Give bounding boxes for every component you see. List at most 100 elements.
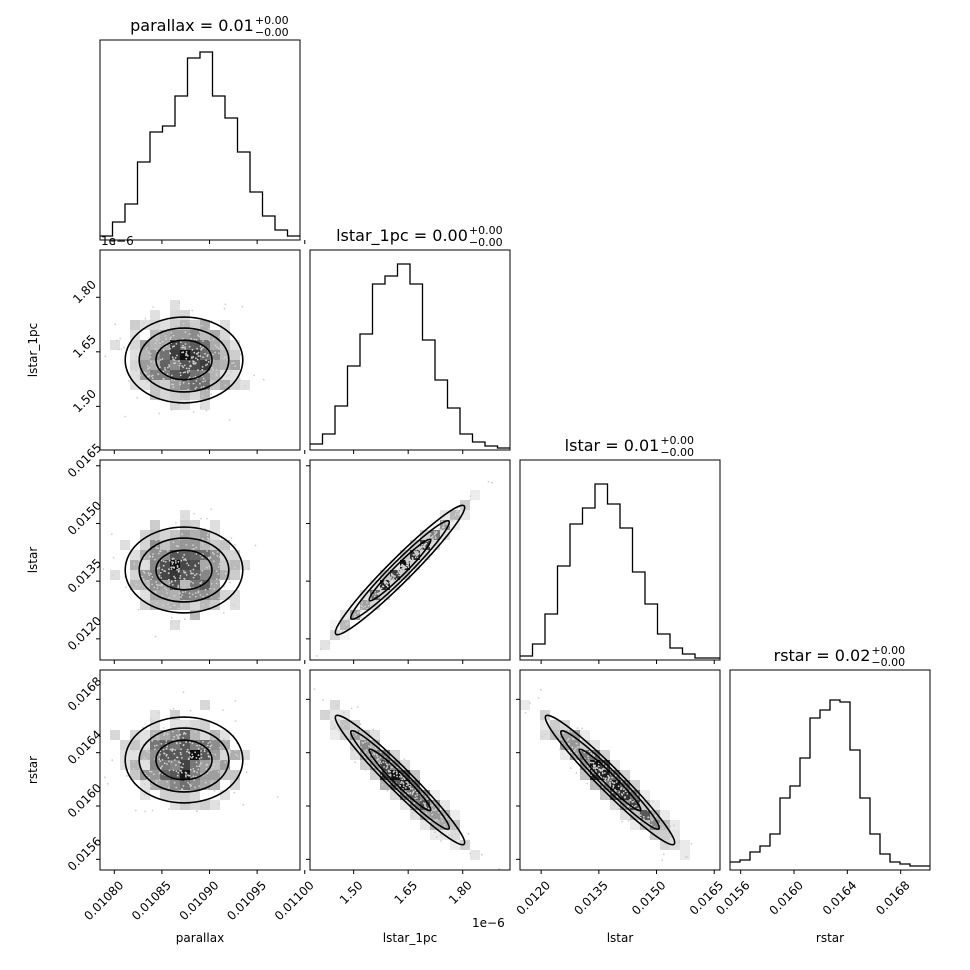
density-cell xyxy=(590,780,600,790)
density-cell xyxy=(600,790,610,800)
sample-point xyxy=(176,568,179,571)
sample-point xyxy=(197,562,200,564)
density-cell xyxy=(130,740,140,750)
sample-point xyxy=(171,383,173,386)
sample-point xyxy=(171,584,174,586)
sample-point xyxy=(635,811,638,814)
sample-point xyxy=(370,604,373,607)
sample-point xyxy=(191,357,193,359)
sample-point xyxy=(498,868,501,870)
density-cell xyxy=(160,530,170,540)
density-cell xyxy=(170,390,180,400)
sample-point xyxy=(643,818,645,821)
sample-point xyxy=(184,348,187,350)
sample-point xyxy=(206,566,208,569)
panel-frame xyxy=(99,459,301,661)
sample-point xyxy=(215,374,218,377)
sample-point xyxy=(661,833,664,835)
sample-point xyxy=(150,725,153,728)
sample-point xyxy=(185,772,188,775)
sample-point xyxy=(234,566,236,569)
sample-point xyxy=(447,834,450,836)
sample-point xyxy=(386,764,389,766)
sample-point xyxy=(427,534,430,537)
sample-point xyxy=(661,827,664,830)
sample-point xyxy=(392,577,395,580)
sample-point xyxy=(187,564,190,567)
density-cell xyxy=(560,750,570,760)
density-cell xyxy=(130,370,140,380)
sample-point xyxy=(156,350,159,352)
sample-point xyxy=(223,338,226,341)
sample-point xyxy=(193,512,196,515)
sample-point xyxy=(429,533,432,535)
sample-point xyxy=(164,570,167,573)
sample-point xyxy=(236,574,239,576)
sample-point xyxy=(214,344,217,347)
sample-point xyxy=(643,815,645,818)
density-cell xyxy=(370,730,380,740)
density-cell xyxy=(360,760,370,770)
sample-point xyxy=(188,369,191,372)
sample-point xyxy=(559,733,561,736)
sample-point xyxy=(219,335,221,338)
density-cell xyxy=(380,590,390,600)
density-cell xyxy=(330,720,340,730)
sample-point xyxy=(225,739,228,742)
density-cell xyxy=(440,800,450,810)
title-parallax: parallax = 0.01 xyxy=(130,16,254,35)
sample-point xyxy=(406,562,409,565)
sample-point xyxy=(576,745,579,748)
density-cell xyxy=(200,530,210,540)
sample-point xyxy=(182,371,185,374)
density-cell xyxy=(360,740,370,750)
sample-point xyxy=(192,572,194,575)
sample-point xyxy=(457,513,460,516)
sample-point xyxy=(365,749,368,751)
sample-point xyxy=(205,728,208,731)
density-cell xyxy=(140,570,150,580)
sample-point xyxy=(197,521,200,524)
sample-point xyxy=(183,618,186,621)
sample-point xyxy=(626,793,629,795)
sample-point xyxy=(181,604,184,607)
sample-point xyxy=(633,805,636,808)
density-cell xyxy=(190,610,200,620)
y-tick-label-lstar: 0.0135 xyxy=(65,556,105,596)
sample-point xyxy=(206,534,209,536)
sample-point xyxy=(189,586,192,589)
sample-point xyxy=(151,525,154,528)
title-lower-error: −0.00 xyxy=(871,656,905,669)
density-cell xyxy=(190,330,200,340)
sample-point xyxy=(584,773,587,775)
density-cell xyxy=(180,750,190,760)
sample-point xyxy=(152,553,154,556)
sample-point xyxy=(137,608,140,611)
density-cell xyxy=(140,760,150,770)
sample-point xyxy=(164,561,167,563)
density-cell xyxy=(410,810,420,820)
density-cell xyxy=(150,520,160,530)
sample-point xyxy=(195,595,197,598)
sample-point xyxy=(150,578,152,581)
sample-point xyxy=(324,715,326,718)
sample-point xyxy=(400,782,402,784)
contour-level-3 xyxy=(334,504,466,636)
sample-point xyxy=(388,769,390,772)
density-cell xyxy=(200,560,210,570)
density-cell xyxy=(190,370,200,380)
x-tick-label-lstar: 0.0150 xyxy=(629,878,669,918)
sample-point xyxy=(176,565,179,567)
density-cell xyxy=(370,760,380,770)
sample-point xyxy=(147,531,150,533)
x-tick-label-lstar: 0.0135 xyxy=(571,878,611,918)
density-cell xyxy=(450,810,460,820)
density-cell xyxy=(150,560,160,570)
density-cell xyxy=(210,590,220,600)
sample-point xyxy=(164,368,167,371)
sample-point xyxy=(440,840,442,842)
sample-point xyxy=(126,775,128,777)
sample-point xyxy=(170,409,173,411)
density-cell xyxy=(200,600,210,610)
sample-point xyxy=(439,833,442,836)
